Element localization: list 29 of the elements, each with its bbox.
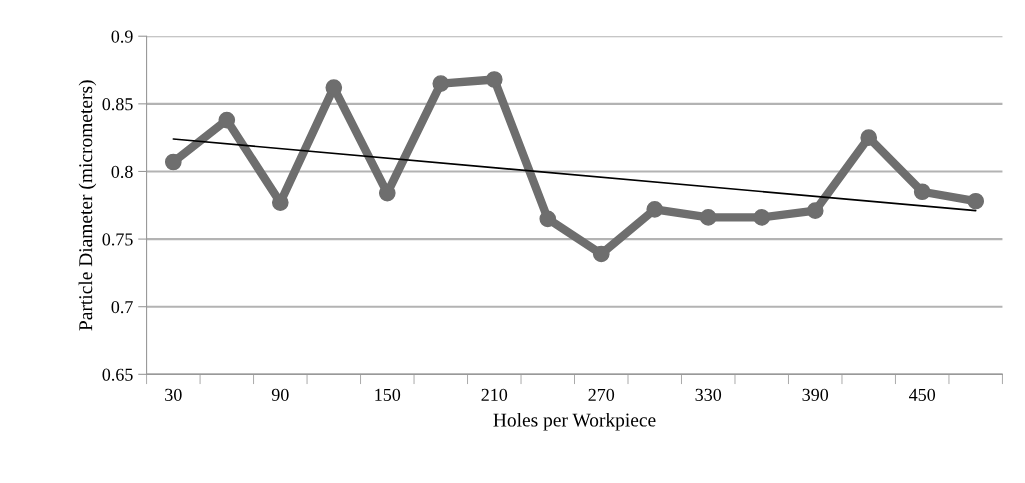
x-tick-label: 270 (588, 388, 615, 401)
y-tick-label: 0.8 (111, 165, 133, 178)
point (164, 153, 182, 171)
point (539, 210, 557, 228)
point (967, 192, 985, 210)
point (699, 209, 717, 226)
x-tick-label: 150 (375, 388, 401, 401)
point (860, 129, 878, 146)
point (485, 71, 503, 88)
point (913, 183, 931, 201)
point (432, 75, 450, 92)
point (753, 209, 771, 226)
y-tick-label: 0.85 (102, 98, 133, 111)
x-axis-title: Holes per Workpiece (493, 412, 656, 431)
x-tick-label: 330 (695, 388, 722, 401)
y-tick-label: 0.75 (102, 233, 133, 246)
point (806, 202, 824, 220)
point (592, 245, 610, 263)
point (218, 111, 236, 129)
point (646, 200, 664, 218)
x-tick-label: 390 (802, 388, 829, 401)
y-tick-label: 0.9 (111, 30, 133, 43)
x-tick-label: 90 (271, 388, 289, 401)
x-tick-label: 30 (165, 388, 182, 401)
y-axis-title: Particle Diameter (micrometers) (78, 80, 97, 331)
y-tick-label: 0.7 (111, 300, 133, 314)
y-tick-label: 0.65 (102, 368, 133, 381)
x-tick-label: 450 (909, 388, 936, 401)
x-tick-label: 210 (481, 388, 508, 401)
